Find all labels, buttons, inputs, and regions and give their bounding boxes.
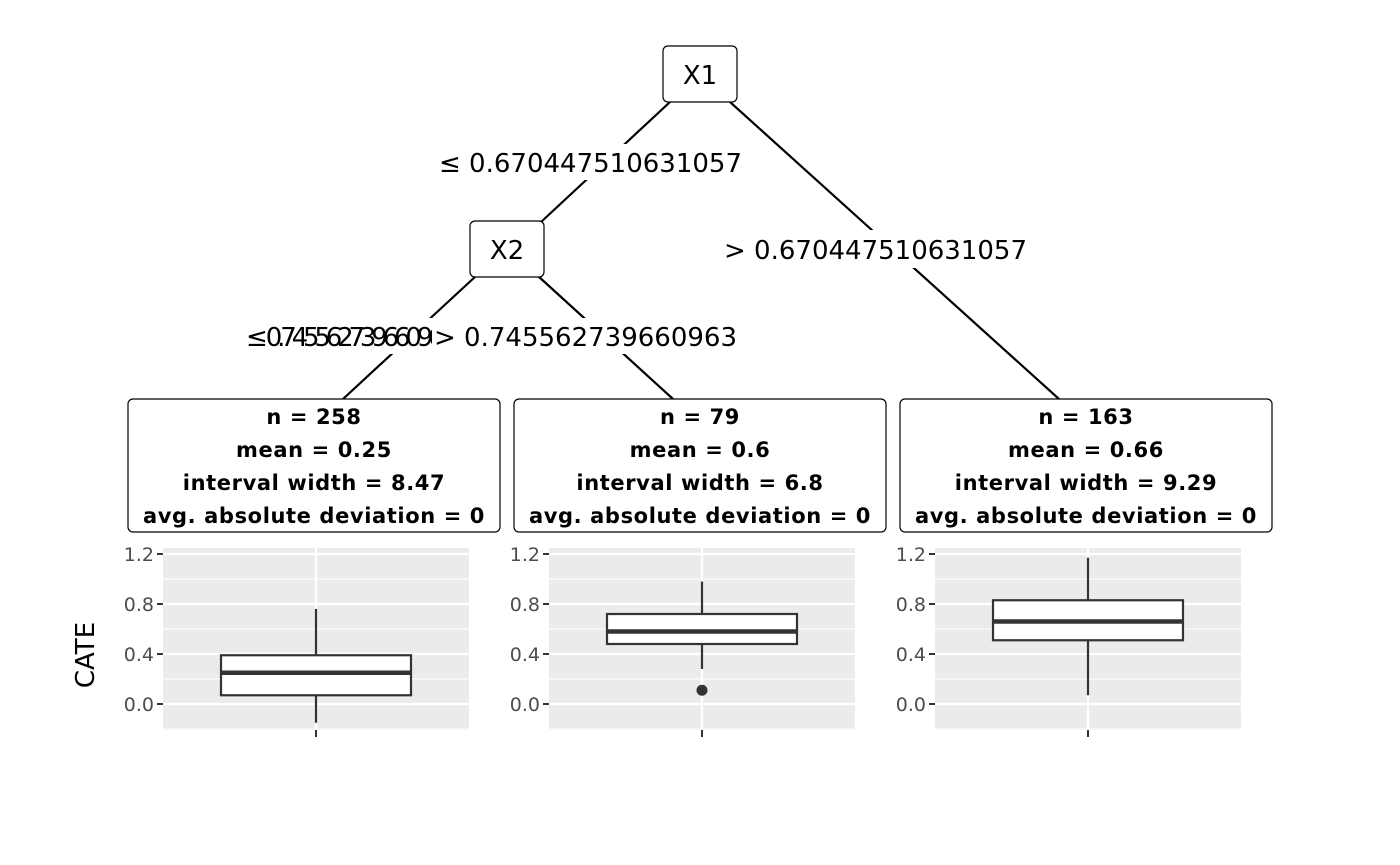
leaf-2-mean: mean = 0.6 [630, 438, 771, 462]
node-x2: X2 [469, 220, 545, 278]
leaf-3-mean: mean = 0.66 [1008, 438, 1164, 462]
y-tick-label: 1.2 [510, 544, 540, 566]
leaf-node-3: n = 163 mean = 0.66 interval width = 9.2… [899, 398, 1273, 533]
leaf-1-n: n = 258 [266, 405, 361, 429]
split-label-x2-left: ≤ 0.745562739660963 [244, 318, 456, 354]
split-label-root-left-text: ≤ 0.670447510631057 [439, 149, 742, 179]
y-tick-label: 0.4 [124, 644, 154, 666]
y-tick-label: 1.2 [124, 544, 154, 566]
leaf-2-n: n = 79 [660, 405, 740, 429]
y-tick-label: 0.4 [510, 644, 540, 666]
y-tick-label: 0.8 [510, 594, 540, 616]
leaf-1-interval: interval width = 8.47 [183, 471, 445, 495]
split-label-x2-right: > 0.745562739660963 [432, 318, 778, 354]
boxplot-panels: 0.0 0.4 0.8 1.2 0.0 0.4 0.8 1.2 0.0 0.4 0.8 1.2 [124, 544, 1241, 737]
box [219, 654, 413, 697]
split-label-root-right-text: > 0.670447510631057 [724, 236, 1027, 266]
y-tick-label: 0.0 [510, 694, 540, 716]
split-label-x2-left-text: ≤ 0.745562739660963 [246, 323, 456, 353]
y-tick-label: 0.0 [896, 694, 926, 716]
y-tick-label: 1.2 [896, 544, 926, 566]
node-x2-label: X2 [490, 236, 524, 266]
leaf-1-dev: avg. absolute deviation = 0 [143, 504, 485, 528]
node-x1-label: X1 [683, 61, 717, 91]
y-tick-label: 0.8 [896, 594, 926, 616]
leaf-2-interval: interval width = 6.8 [576, 471, 823, 495]
outlier-point [696, 684, 708, 696]
y-axis-title: CATE [71, 622, 101, 688]
boxplot-panel-3: 0.0 0.4 0.8 1.2 [896, 544, 1241, 737]
box [605, 612, 799, 646]
boxplot-panel-2: 0.0 0.4 0.8 1.2 [510, 544, 855, 737]
y-tick-label: 0.0 [124, 694, 154, 716]
leaf-node-2: n = 79 mean = 0.6 interval width = 6.8 a… [513, 398, 887, 533]
leaf-3-dev: avg. absolute deviation = 0 [915, 504, 1257, 528]
leaf-1-mean: mean = 0.25 [236, 438, 392, 462]
leaf-2-dev: avg. absolute deviation = 0 [529, 504, 871, 528]
node-x1: X1 [662, 45, 738, 103]
boxplot-panel-1: 0.0 0.4 0.8 1.2 [124, 544, 469, 737]
leaf-3-n: n = 163 [1038, 405, 1133, 429]
y-tick-label: 0.4 [896, 644, 926, 666]
y-tick-label: 0.8 [124, 594, 154, 616]
split-label-root-right: > 0.670447510631057 [722, 230, 1068, 268]
leaf-3-interval: interval width = 9.29 [955, 471, 1217, 495]
leaf-node-1: n = 258 mean = 0.25 interval width = 8.4… [127, 398, 501, 533]
split-label-x2-right-text: > 0.745562739660963 [434, 323, 737, 353]
split-label-root-left: ≤ 0.670447510631057 [437, 144, 775, 180]
